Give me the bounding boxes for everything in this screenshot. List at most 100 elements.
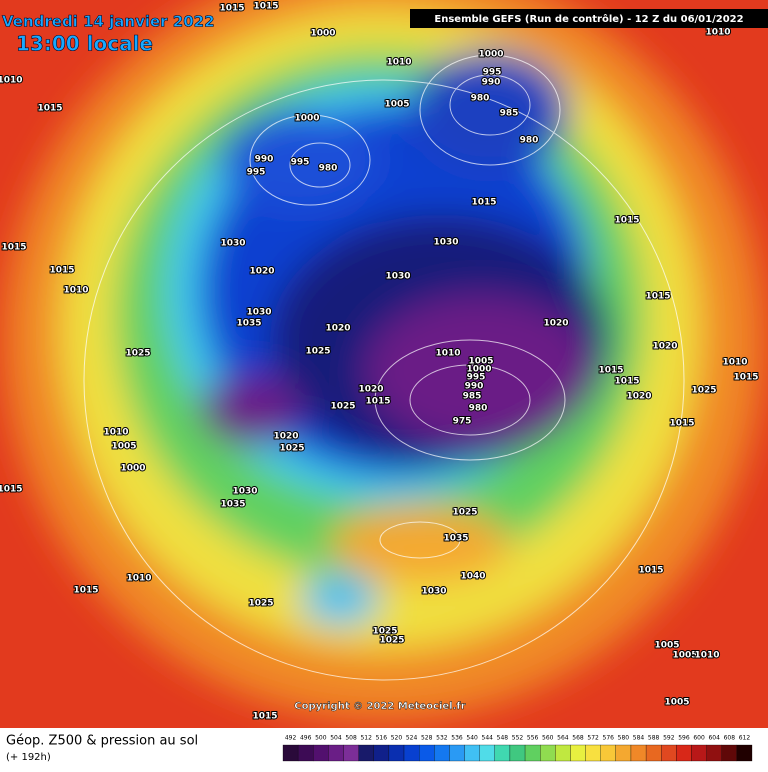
- isobar-label: 1000: [120, 464, 145, 474]
- isobar-label: 990: [255, 155, 274, 165]
- scale-label: 600: [693, 735, 705, 742]
- isobar-label: 1015: [598, 366, 623, 376]
- scale-label: 592: [663, 735, 675, 742]
- isobar-label: 1000: [294, 114, 319, 124]
- isobar-label: 1010: [435, 349, 460, 359]
- scale-swatch: [313, 744, 329, 762]
- isobar-label: 1030: [220, 239, 245, 249]
- isobar-label: 1005: [672, 651, 697, 661]
- isobar-label: 1010: [705, 28, 730, 38]
- isobar-label: 1030: [232, 487, 257, 497]
- scale-swatch: [343, 744, 359, 762]
- scale-label: 508: [345, 735, 357, 742]
- z500-field: [0, 0, 768, 728]
- isobar-label: 1005: [111, 442, 136, 452]
- isobar-label: 1025: [125, 349, 150, 359]
- scale-swatch: [282, 744, 299, 762]
- isobar-label: 1005: [384, 100, 409, 110]
- isobar-label: 1015: [0, 485, 23, 495]
- scale-label: 504: [330, 735, 342, 742]
- isobar-label: 1010: [63, 286, 88, 296]
- isobar-label: 1020: [626, 392, 651, 402]
- isobar-label: 1035: [443, 534, 468, 544]
- time: 13:00 locale: [16, 32, 153, 56]
- isobar-label: 1015: [645, 292, 670, 302]
- color-scale: 492 496 500 504 508 512 516 520 524 528 532 536 540 5…: [282, 735, 753, 762]
- scale-swatch: [373, 744, 390, 762]
- scale-swatch: [358, 744, 374, 762]
- isobar-label: 1035: [220, 500, 245, 510]
- scale-label: 612: [739, 735, 751, 742]
- scale-label: 596: [678, 735, 690, 742]
- isobar-label: 1015: [49, 266, 74, 276]
- isobar-label: 1010: [694, 651, 719, 661]
- scale-swatch: [645, 744, 662, 762]
- isobar-label: 1000: [310, 29, 335, 39]
- isobar-label: 1015: [219, 4, 244, 14]
- scale-label: 532: [436, 735, 448, 742]
- isobar-label: 1020: [249, 267, 274, 277]
- isobar-label: 1010: [722, 358, 747, 368]
- scale-label: 552: [512, 735, 524, 742]
- scale-swatch: [706, 744, 722, 762]
- isobar-label: 1000: [478, 50, 503, 60]
- scale-label: 560: [542, 735, 554, 742]
- isobar-label: 1035: [236, 319, 261, 329]
- isobar-label: 1030: [421, 587, 446, 597]
- isobar-label: 990: [482, 78, 501, 88]
- isobar-label: 1020: [273, 432, 298, 442]
- scale-label: 604: [708, 735, 720, 742]
- scale-label: 564: [557, 735, 569, 742]
- isobar-label: 1015: [614, 216, 639, 226]
- scale-label: 540: [466, 735, 478, 742]
- scale-label: 524: [406, 735, 418, 742]
- isobar-label: 1015: [471, 198, 496, 208]
- isobar-label: 985: [463, 392, 482, 402]
- isobar-label: 1025: [691, 386, 716, 396]
- isobar-labels: 1015 101510001010101010151000995990980985…: [0, 1, 760, 723]
- scale-swatch: [585, 744, 601, 762]
- scale-label: 580: [618, 735, 630, 742]
- isobar-label: 980: [469, 404, 488, 414]
- scale-swatch: [661, 744, 677, 762]
- isobar-label: 1020: [325, 324, 350, 334]
- isobar-label: 980: [520, 136, 539, 146]
- scale-swatch: [403, 744, 420, 762]
- isobar-label: 1030: [433, 238, 458, 248]
- scale-swatch: [676, 744, 692, 762]
- footer-subtitle: (+ 192h): [6, 752, 51, 763]
- scale-label: 536: [451, 735, 463, 742]
- scale-swatch: [721, 744, 738, 762]
- scale-swatch: [630, 744, 647, 762]
- isobar-label: 1020: [358, 385, 383, 395]
- isobar-label: 1040: [460, 572, 485, 582]
- isobar-label: 1015: [253, 2, 278, 12]
- isobar-label: 1025: [279, 444, 304, 454]
- scale-label: 568: [572, 735, 584, 742]
- isobar-label: 1005: [664, 698, 689, 708]
- scale-swatch: [328, 744, 344, 762]
- isobar-label: 1030: [246, 308, 271, 318]
- scale-swatch: [736, 744, 753, 762]
- isobar-label: 1015: [365, 397, 390, 407]
- scale-label: 496: [300, 735, 312, 742]
- scale-swatch: [419, 744, 435, 762]
- isobar-label: 990: [465, 382, 484, 392]
- scale-label: 556: [527, 735, 539, 742]
- scale-label: 512: [360, 735, 372, 742]
- scale-label: 572: [587, 735, 599, 742]
- scale-swatch: [464, 744, 480, 762]
- isobar-label: 1015: [73, 586, 98, 596]
- isobar-label: 1025: [248, 599, 273, 609]
- scale-swatch: [509, 744, 526, 762]
- isobar-label: 1005: [468, 357, 493, 367]
- scale-label: 544: [482, 735, 494, 742]
- isobar-label: 1015: [614, 377, 639, 387]
- isobar-label: 1015: [638, 566, 663, 576]
- scale-label: 528: [421, 735, 433, 742]
- isobar-label: 1015: [1, 243, 26, 253]
- isobar-label: 1015: [37, 104, 62, 114]
- scale-swatch: [555, 744, 571, 762]
- scale-label: 576: [603, 735, 615, 742]
